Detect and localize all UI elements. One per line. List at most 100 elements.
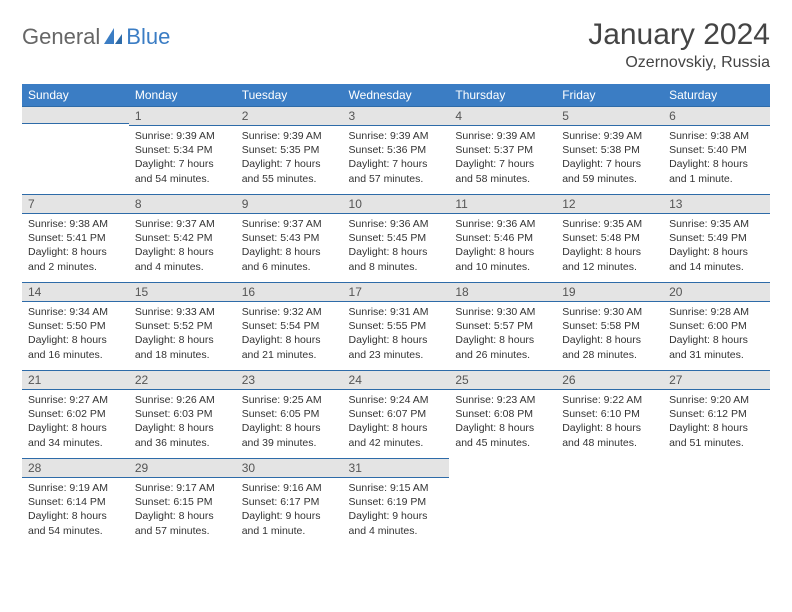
sunset-text: Sunset: 6:10 PM [562,407,657,421]
sunrise-text: Sunrise: 9:25 AM [242,393,337,407]
sunset-text: Sunset: 5:48 PM [562,231,657,245]
day-number: 24 [343,370,450,390]
calendar-day-cell: 17Sunrise: 9:31 AMSunset: 5:55 PMDayligh… [343,282,450,370]
day-body: Sunrise: 9:23 AMSunset: 6:08 PMDaylight:… [449,390,556,456]
daylight-text: Daylight: 7 hours and 54 minutes. [135,157,230,185]
daylight-text: Daylight: 8 hours and 36 minutes. [135,421,230,449]
day-number: 21 [22,370,129,390]
sunrise-text: Sunrise: 9:30 AM [562,305,657,319]
sunset-text: Sunset: 6:15 PM [135,495,230,509]
day-body: Sunrise: 9:39 AMSunset: 5:35 PMDaylight:… [236,126,343,192]
day-number: 3 [343,106,450,126]
sunset-text: Sunset: 5:34 PM [135,143,230,157]
daylight-text: Daylight: 8 hours and 18 minutes. [135,333,230,361]
sunrise-text: Sunrise: 9:35 AM [669,217,764,231]
sunset-text: Sunset: 5:50 PM [28,319,123,333]
sunset-text: Sunset: 5:55 PM [349,319,444,333]
day-body: Sunrise: 9:22 AMSunset: 6:10 PMDaylight:… [556,390,663,456]
sunrise-text: Sunrise: 9:22 AM [562,393,657,407]
day-body: Sunrise: 9:37 AMSunset: 5:43 PMDaylight:… [236,214,343,280]
calendar-day-cell: 12Sunrise: 9:35 AMSunset: 5:48 PMDayligh… [556,194,663,282]
sunrise-text: Sunrise: 9:33 AM [135,305,230,319]
day-header: Monday [129,84,236,106]
day-header: Saturday [663,84,770,106]
day-header: Friday [556,84,663,106]
location-label: Ozernovskiy, Russia [588,54,770,72]
sunset-text: Sunset: 5:58 PM [562,319,657,333]
day-number: 18 [449,282,556,302]
day-number: 5 [556,106,663,126]
calendar-day-cell [22,106,129,194]
day-number: 23 [236,370,343,390]
day-body: Sunrise: 9:15 AMSunset: 6:19 PMDaylight:… [343,478,450,544]
daylight-text: Daylight: 8 hours and 4 minutes. [135,245,230,273]
day-body: Sunrise: 9:36 AMSunset: 5:45 PMDaylight:… [343,214,450,280]
day-number: 15 [129,282,236,302]
day-body: Sunrise: 9:19 AMSunset: 6:14 PMDaylight:… [22,478,129,544]
daylight-text: Daylight: 8 hours and 54 minutes. [28,509,123,537]
daylight-text: Daylight: 8 hours and 39 minutes. [242,421,337,449]
calendar-week-row: 1 Sunrise: 9:39 AM Sunset: 5:34 PMDaylight… [22,106,770,194]
calendar-day-cell: 13Sunrise: 9:35 AMSunset: 5:49 PMDayligh… [663,194,770,282]
sunrise-text: Sunrise: 9:24 AM [349,393,444,407]
day-body: Sunrise: 9:37 AMSunset: 5:42 PMDaylight:… [129,214,236,280]
day-header: Sunday [22,84,129,106]
day-number: 13 [663,194,770,214]
calendar-day-cell: 7Sunrise: 9:38 AMSunset: 5:41 PMDaylight… [22,194,129,282]
day-body: Sunrise: 9:17 AMSunset: 6:15 PMDaylight:… [129,478,236,544]
calendar-day-cell: 9Sunrise: 9:37 AMSunset: 5:43 PMDaylight… [236,194,343,282]
sunset-text: Sunset: 6:17 PM [242,495,337,509]
day-body: Sunrise: 9:34 AMSunset: 5:50 PMDaylight:… [22,302,129,368]
sunset-text: Sunset: 6:00 PM [669,319,764,333]
daylight-text: Daylight: 8 hours and 28 minutes. [562,333,657,361]
day-body: Sunrise: 9:32 AMSunset: 5:54 PMDaylight:… [236,302,343,368]
day-body: Sunrise: 9:25 AMSunset: 6:05 PMDaylight:… [236,390,343,456]
day-body: Sunrise: 9:35 AMSunset: 5:48 PMDaylight:… [556,214,663,280]
day-number: 25 [449,370,556,390]
day-body: Sunrise: 9:28 AMSunset: 6:00 PMDaylight:… [663,302,770,368]
day-number: 14 [22,282,129,302]
calendar-day-cell: 3Sunrise: 9:39 AMSunset: 5:36 PMDaylight… [343,106,450,194]
sunset-text: Sunset: 5:41 PM [28,231,123,245]
daylight-text: Daylight: 8 hours and 12 minutes. [562,245,657,273]
day-number: 1 [129,106,236,126]
day-number: 9 [236,194,343,214]
calendar-table: Sunday Monday Tuesday Wednesday Thursday… [22,84,770,546]
sunrise-text: Sunrise: 9:39 AM [562,129,657,143]
logo: General Blue [22,18,170,50]
day-number: 12 [556,194,663,214]
sunrise-text: Sunrise: 9:38 AM [669,129,764,143]
sunrise-text: Sunrise: 9:39 AM [242,129,337,143]
sunset-text: Sunset: 6:08 PM [455,407,550,421]
day-number-blank [22,106,129,124]
calendar-day-cell: 22Sunrise: 9:26 AMSunset: 6:03 PMDayligh… [129,370,236,458]
sunrise-text: Sunrise: 9:36 AM [349,217,444,231]
day-body: Sunrise: 9:31 AMSunset: 5:55 PMDaylight:… [343,302,450,368]
daylight-text: Daylight: 8 hours and 10 minutes. [455,245,550,273]
page-header: General Blue January 2024 Ozernovskiy, R… [22,18,770,72]
sunrise-text: Sunrise: 9:31 AM [349,305,444,319]
day-number: 29 [129,458,236,478]
day-number: 11 [449,194,556,214]
day-header: Tuesday [236,84,343,106]
sunrise-text: Sunrise: 9:39 AM [455,129,550,143]
sunset-text: Sunset: 5:45 PM [349,231,444,245]
sunrise-text: Sunrise: 9:37 AM [135,217,230,231]
sunrise-text: Sunrise: 9:37 AM [242,217,337,231]
calendar-day-cell: 25Sunrise: 9:23 AMSunset: 6:08 PMDayligh… [449,370,556,458]
sunrise-text: Sunrise: 9:15 AM [349,481,444,495]
day-number: 19 [556,282,663,302]
logo-text-blue: Blue [126,24,170,50]
sunrise-text: Sunrise: 9:19 AM [28,481,123,495]
logo-sail-icon [102,26,124,49]
day-header: Thursday [449,84,556,106]
day-body: Sunrise: 9:27 AMSunset: 6:02 PMDaylight:… [22,390,129,456]
sunrise-text: Sunrise: 9:34 AM [28,305,123,319]
calendar-day-cell: 23Sunrise: 9:25 AMSunset: 6:05 PMDayligh… [236,370,343,458]
day-body: Sunrise: 9:39 AMSunset: 5:36 PMDaylight:… [343,126,450,192]
calendar-day-cell: 16Sunrise: 9:32 AMSunset: 5:54 PMDayligh… [236,282,343,370]
day-header: Wednesday [343,84,450,106]
calendar-day-cell: 28Sunrise: 9:19 AMSunset: 6:14 PMDayligh… [22,458,129,546]
calendar-day-cell: 8Sunrise: 9:37 AMSunset: 5:42 PMDaylight… [129,194,236,282]
sunrise-text: Sunrise: 9:28 AM [669,305,764,319]
